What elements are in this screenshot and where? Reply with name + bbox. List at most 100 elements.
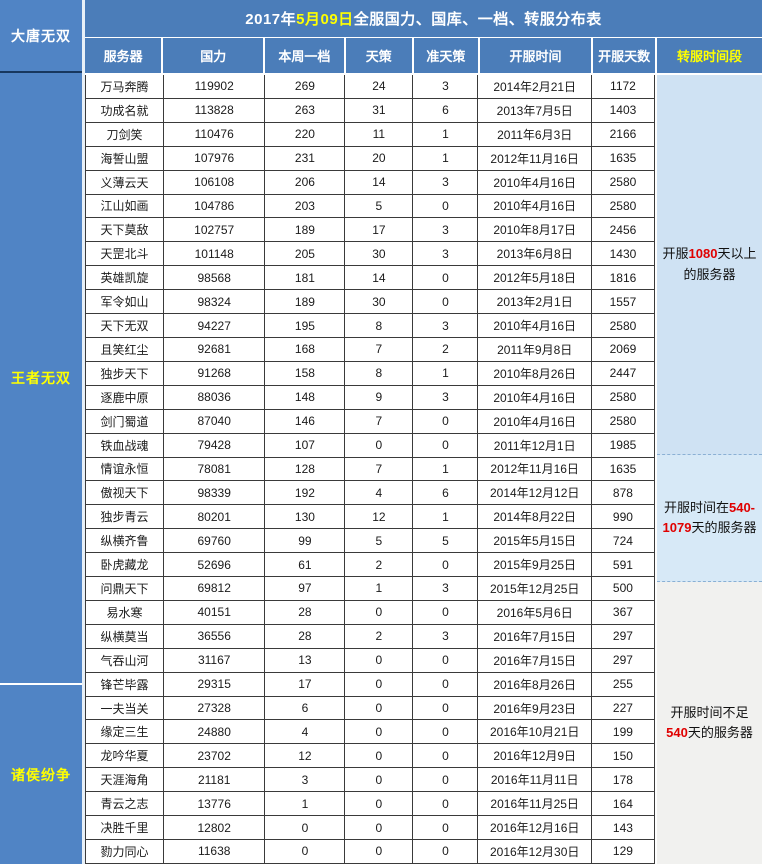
- cell-open-date: 2016年5月6日: [478, 600, 592, 624]
- cell-quasi-tiance: 1: [413, 505, 479, 529]
- cell-server: 纵横莫当: [86, 624, 164, 648]
- table-row: 纵横莫当 36556 28 2 3 2016年7月15日 297: [86, 624, 655, 649]
- cell-server: 决胜千里: [86, 816, 164, 839]
- table-row: 勠力同心 11638 0 0 0 2016年12月30日 129: [86, 840, 655, 864]
- cell-open-days: 178: [592, 768, 655, 792]
- cell-guoli: 106108: [164, 170, 266, 194]
- cell-open-date: 2013年6月8日: [478, 242, 592, 266]
- cell-open-days: 297: [592, 624, 655, 648]
- table-row: 天下无双 94227 195 8 3 2010年4月16日 2580: [86, 314, 655, 338]
- sidebar-group-label: 王者无双: [11, 370, 71, 387]
- cell-quasi-tiance: 6: [413, 481, 479, 505]
- cell-server: 龙吟华夏: [86, 744, 164, 768]
- cell-weekly-tier1: 28: [265, 600, 346, 624]
- transfer-section-label: 开服时间在540-1079天的服务器: [662, 500, 757, 536]
- cell-tiance: 31: [345, 98, 414, 122]
- cell-guoli: 12802: [164, 816, 266, 839]
- table-row: 天下莫敌 102757 189 17 3 2010年8月17日 2456: [86, 218, 655, 243]
- cell-quasi-tiance: 2: [413, 337, 479, 361]
- column-header-guoli: 国力: [163, 38, 266, 75]
- cell-weekly-tier1: 263: [265, 98, 346, 122]
- cell-quasi-tiance: 0: [413, 194, 479, 218]
- cell-open-days: 367: [592, 600, 655, 624]
- table-rows: 万马奔腾 119902 269 24 3 2014年2月21日 1172 功成名就 113828…: [85, 75, 655, 864]
- cell-quasi-tiance: 3: [413, 624, 479, 648]
- cell-open-date: 2016年11月11日: [478, 768, 592, 792]
- cell-tiance: 2: [345, 624, 414, 648]
- cell-tiance: 7: [345, 409, 414, 433]
- cell-server: 天涯海角: [86, 768, 164, 792]
- table-row: 决胜千里 12802 0 0 0 2016年12月16日 143: [86, 816, 655, 840]
- cell-weekly-tier1: 231: [265, 146, 346, 170]
- cell-quasi-tiance: 1: [413, 122, 479, 146]
- cell-quasi-tiance: 1: [413, 361, 479, 385]
- cell-open-days: 2069: [592, 337, 655, 361]
- cell-weekly-tier1: 12: [265, 744, 346, 768]
- cell-server: 情谊永恒: [86, 457, 164, 481]
- cell-guoli: 107976: [164, 146, 266, 170]
- cell-weekly-tier1: 146: [265, 409, 346, 433]
- cell-guoli: 13776: [164, 792, 266, 816]
- cell-open-date: 2016年10月21日: [478, 720, 592, 744]
- table-row: 铁血战魂 79428 107 0 0 2011年12月1日 1985: [86, 433, 655, 458]
- cell-open-date: 2011年6月3日: [478, 122, 592, 146]
- cell-quasi-tiance: 0: [413, 744, 479, 768]
- table-row: 义薄云天 106108 206 14 3 2010年4月16日 2580: [86, 170, 655, 195]
- cell-weekly-tier1: 107: [265, 433, 346, 457]
- cell-tiance: 0: [345, 792, 414, 816]
- cell-open-days: 143: [592, 816, 655, 839]
- cell-open-date: 2011年12月1日: [478, 433, 592, 457]
- cell-tiance: 0: [345, 648, 414, 672]
- cell-open-days: 150: [592, 744, 655, 768]
- column-header-tiance: 天策: [345, 38, 415, 75]
- cell-guoli: 80201: [164, 505, 266, 529]
- sidebar-groups: 王者无双 诸侯纷争: [0, 73, 82, 864]
- cell-server: 独步青云: [86, 505, 164, 529]
- cell-server: 气吞山河: [86, 648, 164, 672]
- cell-guoli: 101148: [164, 242, 266, 266]
- cell-quasi-tiance: 1: [413, 457, 479, 481]
- cell-guoli: 98324: [164, 290, 266, 314]
- table-row: 情谊永恒 78081 128 7 1 2012年11月16日 1635: [86, 457, 655, 482]
- table-row: 天罡北斗 101148 205 30 3 2013年6月8日 1430: [86, 242, 655, 267]
- cell-quasi-tiance: 3: [413, 577, 479, 600]
- cell-tiance: 30: [345, 290, 414, 314]
- cell-quasi-tiance: 0: [413, 409, 479, 433]
- cell-guoli: 27328: [164, 696, 266, 720]
- cell-open-date: 2016年12月30日: [478, 840, 592, 863]
- table-row: 万马奔腾 119902 269 24 3 2014年2月21日 1172: [86, 75, 655, 99]
- cell-weekly-tier1: 28: [265, 624, 346, 648]
- table-row: 易水寒 40151 28 0 0 2016年5月6日 367: [86, 600, 655, 625]
- game-title: 大唐无双: [0, 0, 82, 73]
- cell-quasi-tiance: 0: [413, 433, 479, 457]
- cell-weekly-tier1: 168: [265, 337, 346, 361]
- cell-open-date: 2015年5月15日: [478, 529, 592, 553]
- cell-server: 独步天下: [86, 361, 164, 385]
- cell-tiance: 0: [345, 840, 414, 863]
- cell-guoli: 29315: [164, 672, 266, 696]
- cell-tiance: 0: [345, 600, 414, 624]
- cell-tiance: 0: [345, 720, 414, 744]
- cell-open-days: 2580: [592, 194, 655, 218]
- cell-weekly-tier1: 220: [265, 122, 346, 146]
- cell-guoli: 104786: [164, 194, 266, 218]
- cell-weekly-tier1: 205: [265, 242, 346, 266]
- cell-tiance: 4: [345, 481, 414, 505]
- cell-tiance: 17: [345, 218, 414, 242]
- cell-guoli: 23702: [164, 744, 266, 768]
- cell-server: 军令如山: [86, 290, 164, 314]
- cell-open-date: 2016年11月25日: [478, 792, 592, 816]
- table-row: 英雄凯旋 98568 181 14 0 2012年5月18日 1816: [86, 266, 655, 291]
- cell-weekly-tier1: 0: [265, 816, 346, 839]
- cell-open-date: 2010年4月16日: [478, 409, 592, 433]
- cell-quasi-tiance: 0: [413, 553, 479, 577]
- cell-open-days: 1557: [592, 290, 655, 314]
- transfer-section-over-1080-days: 开服1080天以上的服务器: [657, 75, 762, 456]
- cell-open-days: 1430: [592, 242, 655, 266]
- cell-open-days: 2580: [592, 409, 655, 433]
- cell-quasi-tiance: 3: [413, 385, 479, 409]
- cell-server: 功成名就: [86, 98, 164, 122]
- sidebar-group-label: 诸侯纷争: [11, 766, 71, 783]
- cell-tiance: 30: [345, 242, 414, 266]
